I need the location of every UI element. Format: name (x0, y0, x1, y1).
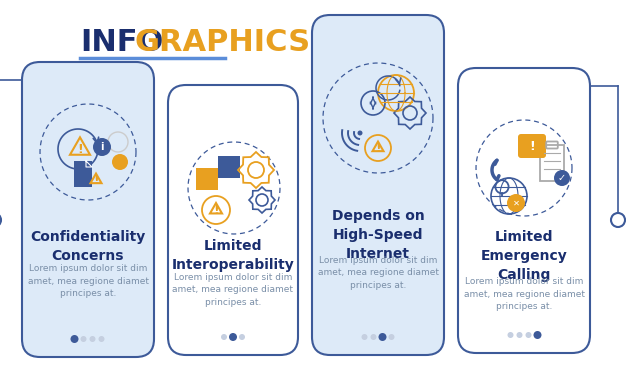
Text: i: i (100, 142, 104, 152)
Text: Limited
Interoperability: Limited Interoperability (172, 239, 294, 272)
Circle shape (611, 213, 625, 227)
Text: !: ! (93, 174, 99, 187)
Circle shape (533, 331, 541, 339)
Text: Limited
Emergency
Calling: Limited Emergency Calling (481, 231, 567, 282)
Text: ✓: ✓ (558, 173, 566, 183)
Circle shape (93, 138, 111, 156)
Circle shape (81, 336, 86, 342)
Circle shape (112, 154, 128, 170)
Text: INFO: INFO (80, 28, 163, 57)
Text: !: ! (213, 204, 219, 217)
Circle shape (0, 213, 1, 227)
FancyBboxPatch shape (168, 85, 298, 355)
Circle shape (239, 334, 245, 340)
Circle shape (336, 76, 420, 160)
Circle shape (508, 332, 513, 338)
Text: Lorem ipsum dolor sit dim
amet, mea regione diamet
principes at.: Lorem ipsum dolor sit dim amet, mea regi… (463, 277, 585, 311)
Circle shape (52, 116, 124, 188)
FancyBboxPatch shape (458, 68, 590, 353)
Text: !: ! (529, 139, 535, 152)
Text: !: ! (375, 142, 381, 155)
FancyBboxPatch shape (74, 161, 92, 187)
Text: GRAPHICS: GRAPHICS (135, 28, 311, 57)
Text: Lorem ipsum dolor sit dim
amet, mea regione diamet
principes at.: Lorem ipsum dolor sit dim amet, mea regi… (173, 273, 294, 307)
FancyBboxPatch shape (218, 156, 240, 178)
Circle shape (71, 335, 78, 343)
Text: Depends on
High-Speed
Internet: Depends on High-Speed Internet (332, 209, 424, 261)
Circle shape (516, 332, 523, 338)
Text: Confidentiality
Concerns: Confidentiality Concerns (31, 230, 146, 263)
Text: !: ! (77, 143, 83, 156)
Circle shape (525, 332, 531, 338)
Circle shape (98, 336, 105, 342)
FancyBboxPatch shape (518, 134, 546, 158)
Circle shape (90, 336, 96, 342)
Circle shape (371, 334, 376, 340)
FancyBboxPatch shape (196, 168, 218, 190)
Circle shape (357, 131, 362, 136)
Circle shape (554, 170, 570, 186)
Text: ✕: ✕ (513, 199, 520, 208)
FancyBboxPatch shape (22, 62, 154, 357)
Circle shape (379, 333, 386, 341)
Text: Lorem ipsum dolor sit dim
amet, mea regione diamet
principes at.: Lorem ipsum dolor sit dim amet, mea regi… (28, 264, 148, 298)
Circle shape (221, 334, 227, 340)
Circle shape (229, 333, 237, 341)
FancyBboxPatch shape (312, 15, 444, 355)
Circle shape (507, 194, 525, 212)
Circle shape (361, 334, 367, 340)
Circle shape (389, 334, 394, 340)
Text: Lorem ipsum dolor sit dim
amet, mea regione diamet
principes at.: Lorem ipsum dolor sit dim amet, mea regi… (317, 256, 438, 290)
